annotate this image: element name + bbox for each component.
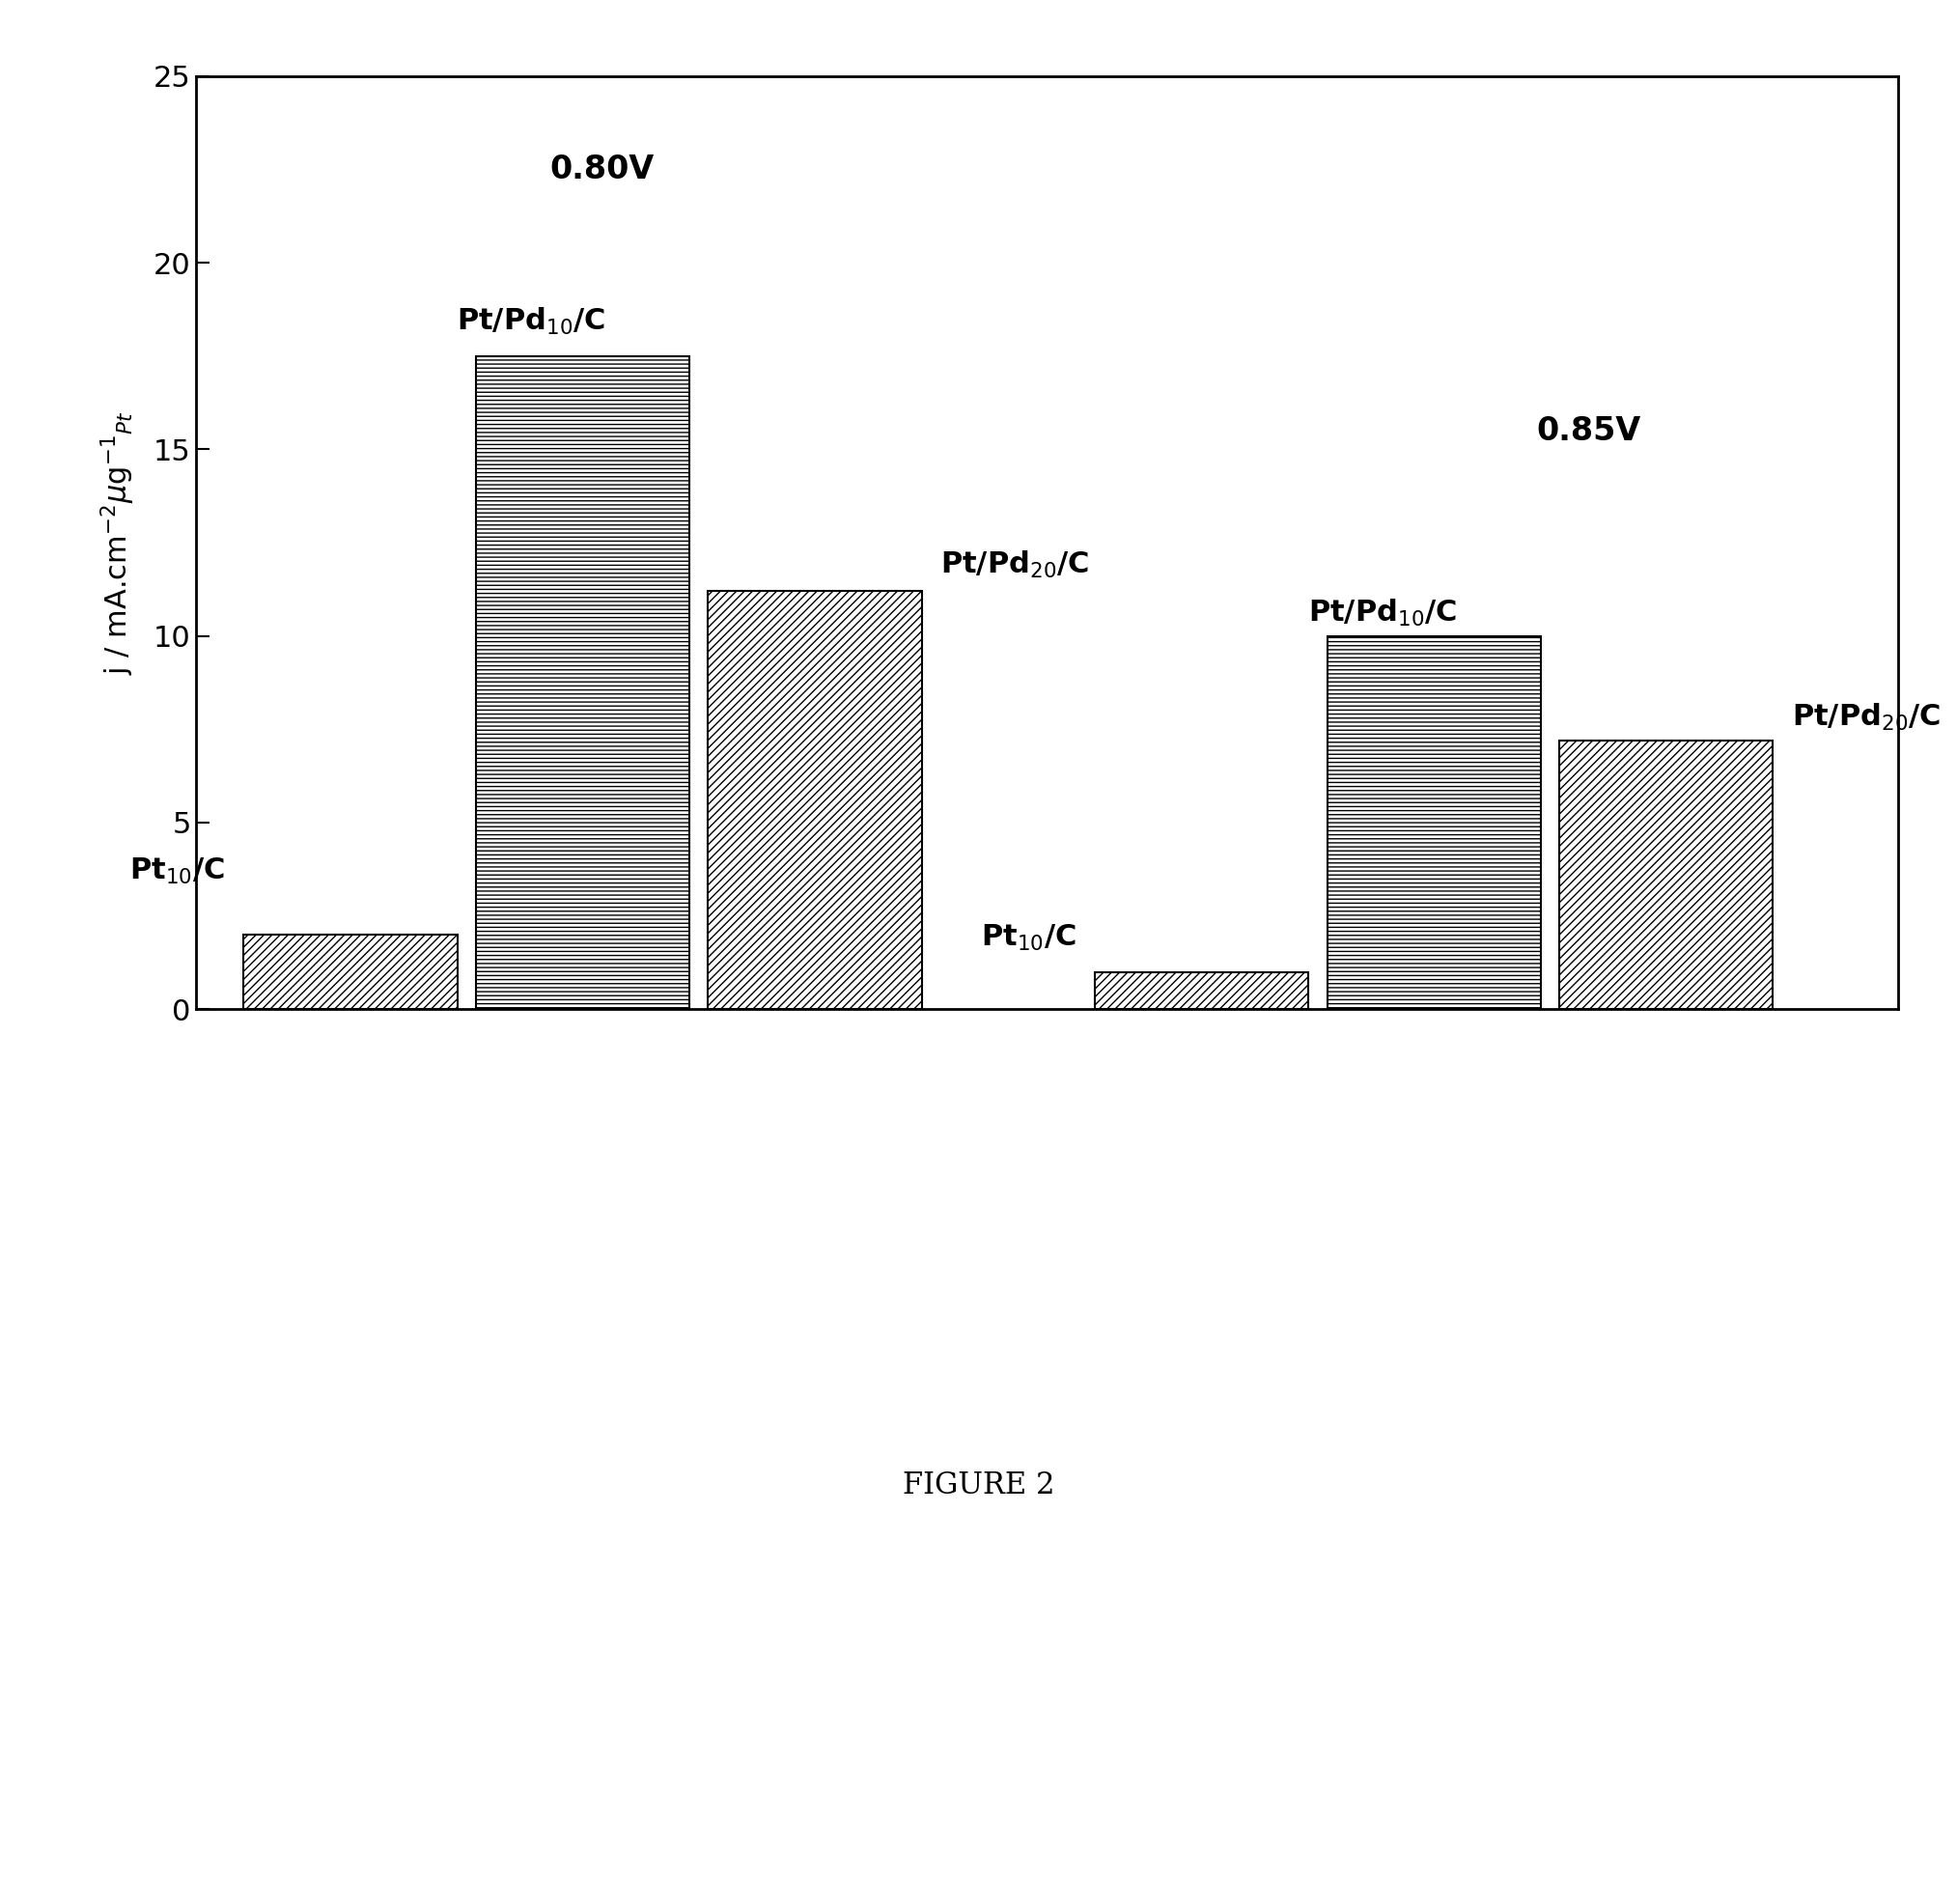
Bar: [1327, 636, 1540, 1009]
Text: 0.85V: 0.85V: [1536, 415, 1642, 447]
Bar: [476, 356, 689, 1009]
Text: Pt/Pd$_{10}$/C: Pt/Pd$_{10}$/C: [1307, 598, 1458, 628]
Text: FIGURE 2: FIGURE 2: [902, 1470, 1055, 1500]
Bar: [708, 590, 922, 1009]
Text: Pt/Pd$_{20}$/C: Pt/Pd$_{20}$/C: [941, 548, 1090, 581]
Bar: [1560, 741, 1773, 1009]
Text: Pt$_{10}$/C: Pt$_{10}$/C: [129, 857, 225, 885]
Bar: [245, 935, 458, 1009]
Bar: [1096, 971, 1309, 1009]
Text: Pt$_{10}$/C: Pt$_{10}$/C: [980, 923, 1076, 954]
Text: 0.80V: 0.80V: [550, 154, 654, 185]
Text: Pt/Pd$_{20}$/C: Pt/Pd$_{20}$/C: [1793, 703, 1941, 733]
Y-axis label: j / mA.cm$^{-2}$$\mu$g$^{-1}$$_{Pt}$: j / mA.cm$^{-2}$$\mu$g$^{-1}$$_{Pt}$: [100, 411, 137, 674]
Text: Pt/Pd$_{10}$/C: Pt/Pd$_{10}$/C: [456, 307, 607, 337]
